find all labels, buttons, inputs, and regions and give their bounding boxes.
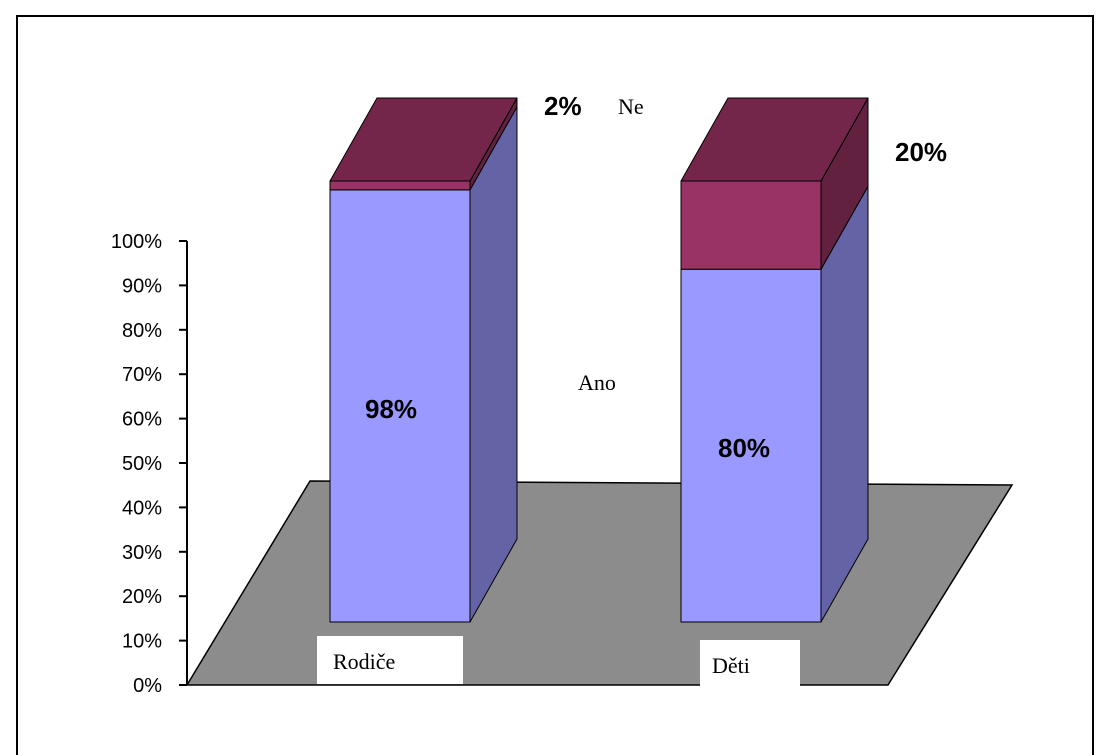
y-tick-label: 60% — [122, 409, 162, 431]
y-tick-label: 70% — [122, 364, 162, 386]
y-tick-label: 90% — [122, 275, 162, 297]
data-label-rodice-ano: 98% — [365, 394, 417, 424]
y-tick-label: 40% — [122, 497, 162, 519]
bar-front-ne-deti — [680, 180, 822, 270]
bar-front-ne-rodice — [329, 180, 471, 191]
y-tick-label: 0% — [133, 675, 162, 697]
y-tick-label: 10% — [122, 631, 162, 653]
y-tick-label: 20% — [122, 586, 162, 608]
chart-floor — [185, 480, 1014, 686]
chart-svg: 0% 10% 20% 30% 40% 50% 60% 70% 80% 90% 100% Rodiče… — [111, 91, 1014, 697]
bar-top-rodice — [329, 97, 518, 182]
data-label-rodice-ne: 2% — [544, 91, 582, 121]
series-label-ne: Ne — [618, 94, 644, 119]
y-tick-label: 30% — [122, 542, 162, 564]
data-label-deti-ano: 80% — [718, 433, 770, 463]
category-label-rodice: Rodiče — [333, 649, 395, 674]
y-tick-label: 50% — [122, 453, 162, 475]
category-box-rodice — [317, 636, 463, 684]
data-label-deti-ne: 20% — [895, 137, 947, 167]
category-label-deti: Děti — [712, 653, 750, 678]
bar-side-ano-rodice — [469, 106, 518, 623]
y-tick-label: 80% — [122, 320, 162, 342]
bar-top-deti — [680, 97, 869, 182]
category-box-deti — [700, 640, 800, 688]
bar-front-ano-rodice — [329, 189, 471, 623]
series-label-ano: Ano — [578, 370, 616, 395]
y-tick-label: 100% — [111, 231, 162, 253]
